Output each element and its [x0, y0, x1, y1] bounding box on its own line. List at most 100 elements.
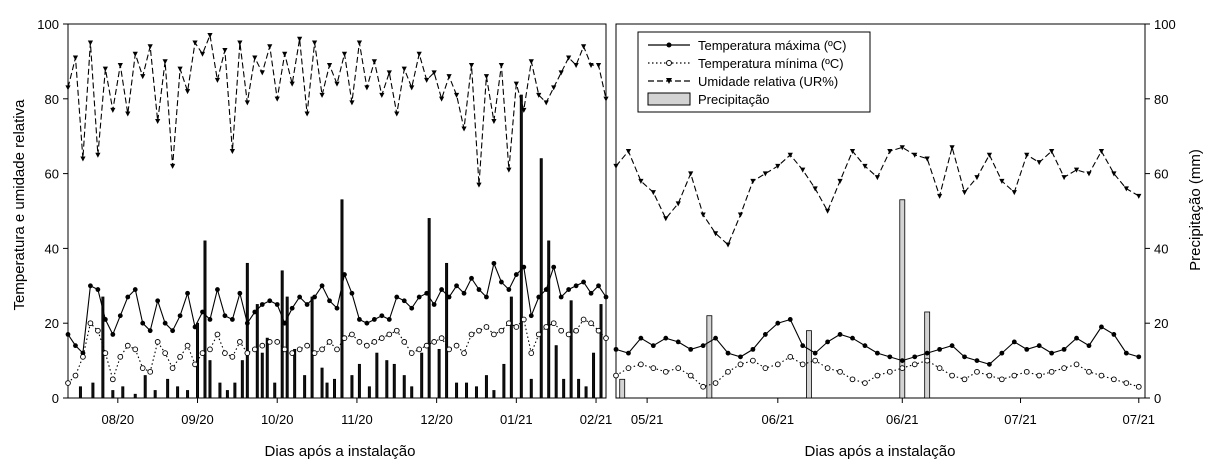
point-tmin [974, 368, 980, 375]
point-ur [326, 62, 333, 68]
point-ur [513, 81, 519, 87]
point-tmax [177, 313, 183, 319]
point-tmin [588, 320, 594, 327]
point-ur [595, 62, 602, 68]
point-tmin [132, 346, 139, 353]
point-ur [937, 193, 943, 199]
precip-bar [455, 382, 459, 399]
point-tmin [662, 368, 669, 375]
point-tmax [334, 305, 340, 311]
point-tmax [688, 346, 694, 352]
point-tmax [237, 290, 243, 296]
point-tmax [949, 343, 955, 349]
chart-panel-left: 0 20 40 60 80 100 08/20 09/20 10/20 11/20 12/20 01/… [37, 17, 612, 427]
point-tmin [72, 372, 79, 379]
point-ur [974, 175, 980, 181]
point-tmin [259, 342, 266, 349]
point-tmin [1111, 376, 1117, 383]
point-tmin [498, 327, 505, 334]
point-ur [177, 66, 183, 72]
point-ur [229, 148, 235, 154]
point-ur [663, 216, 669, 222]
point-tmin [386, 331, 393, 338]
point-tmin [675, 365, 682, 371]
point-ur [364, 85, 370, 91]
point-tmin [207, 346, 213, 353]
point-tmax [1123, 350, 1129, 356]
point-tmin [774, 361, 781, 368]
point-tmin [139, 365, 146, 371]
point-ur [700, 212, 706, 218]
point-tmin [319, 346, 325, 353]
point-ur [924, 156, 930, 162]
point-tmin [177, 354, 183, 360]
point-ur [334, 81, 340, 87]
precip-bar [325, 382, 329, 399]
point-ur [1061, 175, 1067, 181]
precip-bar [539, 158, 543, 399]
legend-item-tmax: Temperatura máxima (ºC) [648, 38, 847, 53]
point-tmax [162, 320, 168, 326]
point-ur [712, 231, 719, 237]
series-line-ur [67, 33, 607, 185]
precip-bar [225, 390, 229, 399]
precip-bar [166, 378, 170, 399]
point-ur [95, 152, 101, 158]
point-tmin [595, 327, 602, 334]
point-tmax [528, 313, 534, 319]
point-tmin [423, 342, 430, 349]
point-tmin [378, 335, 385, 342]
y-axis-label-right: Precipitação (mm) [1187, 149, 1204, 271]
point-tmax [825, 339, 830, 345]
precip-bar [484, 375, 488, 399]
point-ur [297, 36, 303, 42]
precip-bar [245, 262, 249, 399]
point-ur [453, 92, 460, 98]
point-ur [214, 77, 221, 83]
point-tmax [899, 358, 905, 363]
point-tmin [1011, 372, 1018, 379]
y-axis-label-left: Temperatura e umidade relativa [11, 99, 28, 311]
point-ur [252, 55, 258, 61]
legend-label-ur: Umidade relativa (UR%) [698, 74, 838, 89]
point-tmin [924, 357, 931, 364]
point-ur [837, 178, 843, 184]
legend-label-tmin: Temperatura mínima (ºC) [698, 56, 844, 71]
point-tmin [349, 331, 355, 338]
point-tmax [675, 339, 681, 345]
point-tmin [169, 365, 176, 371]
point-ur [603, 96, 609, 102]
point-tmax [663, 335, 669, 341]
point-ur [439, 96, 445, 102]
point-tmax [937, 346, 943, 352]
point-tmax [327, 298, 332, 304]
point-tmin [311, 350, 318, 356]
point-tmin [446, 346, 452, 353]
point-tmax [140, 320, 146, 326]
point-ur [282, 51, 288, 57]
point-tmin [1073, 361, 1080, 368]
point-tmax [626, 350, 631, 356]
point-tmin [1048, 368, 1055, 375]
precip-bar [547, 240, 551, 399]
legend-item-ur: Umidade relativa (UR%) [648, 74, 838, 89]
point-ur [468, 62, 475, 68]
point-ur [787, 152, 793, 158]
precip-bar [310, 296, 314, 399]
point-tmax [132, 287, 138, 292]
point-tmin [1123, 380, 1130, 386]
point-ur [155, 119, 161, 125]
point-ur [140, 74, 146, 80]
precip-bar [176, 386, 180, 399]
point-tmin [491, 331, 497, 338]
point-ur [237, 40, 243, 46]
precip-bar [350, 375, 354, 399]
point-tmin [483, 324, 490, 330]
point-tmin [364, 342, 370, 349]
precip-bar [121, 386, 125, 399]
point-tmax [999, 350, 1005, 356]
point-tmax [566, 287, 572, 292]
precip-bar [340, 199, 344, 399]
point-ur [379, 92, 385, 98]
point-tmin [506, 320, 512, 327]
